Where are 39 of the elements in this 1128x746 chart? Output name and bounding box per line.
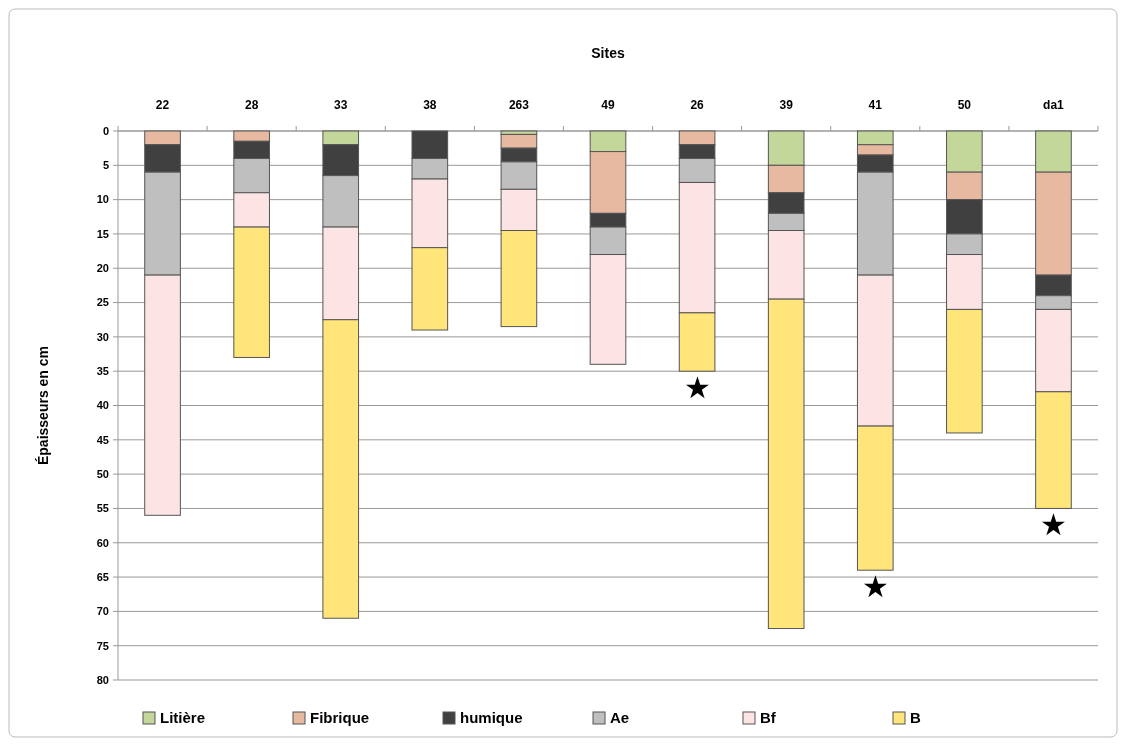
legend-label: humique	[460, 709, 523, 726]
y-tick-label: 40	[96, 399, 109, 412]
y-tick-label: 75	[96, 639, 109, 652]
annotation: ★	[1039, 507, 1067, 541]
y-tick-label: 25	[96, 296, 109, 309]
x-tick-label: 38	[423, 98, 437, 112]
y-tick-label: 0	[102, 124, 109, 137]
y-tick-label: 60	[96, 536, 109, 549]
y-tick-label: 80	[96, 673, 109, 686]
y-tick-label: 30	[96, 330, 109, 343]
y-tick-label: 20	[96, 262, 109, 275]
x-tick-label: 33	[334, 98, 348, 112]
x-tick-label: 41	[868, 98, 883, 112]
y-tick-label: 5	[102, 159, 109, 172]
x-tick-label: 39	[779, 98, 794, 112]
y-tick-label: 65	[96, 570, 109, 583]
legend-label: Fibrique	[310, 709, 370, 726]
y-tick-label: 55	[96, 502, 109, 515]
legend-label: Bf	[760, 709, 777, 726]
y-tick-label: 10	[96, 193, 109, 206]
x-tick-label: 22	[155, 98, 170, 112]
y-tick-label: 45	[96, 433, 109, 446]
chart-title: Sites	[591, 45, 625, 61]
x-tick-label: 50	[957, 98, 972, 112]
x-tick-label: 263	[508, 98, 530, 112]
annotation: ★	[861, 569, 889, 603]
legend-label: Litière	[160, 709, 206, 726]
x-tick-label: 49	[601, 98, 615, 112]
x-tick-label: 28	[244, 98, 259, 112]
y-tick-label: 70	[96, 605, 109, 618]
x-tick-label: 26	[690, 98, 705, 112]
legend-label: B	[910, 709, 921, 726]
y-tick-label: 15	[96, 227, 109, 240]
annotation: ★	[683, 370, 711, 404]
y-tick-label: 35	[96, 365, 109, 378]
y-axis-title: Épaisseurs en cm	[35, 345, 51, 466]
y-tick-label: 50	[96, 467, 109, 480]
x-tick-label: da1	[1043, 98, 1065, 112]
legend-label: Ae	[610, 709, 630, 726]
